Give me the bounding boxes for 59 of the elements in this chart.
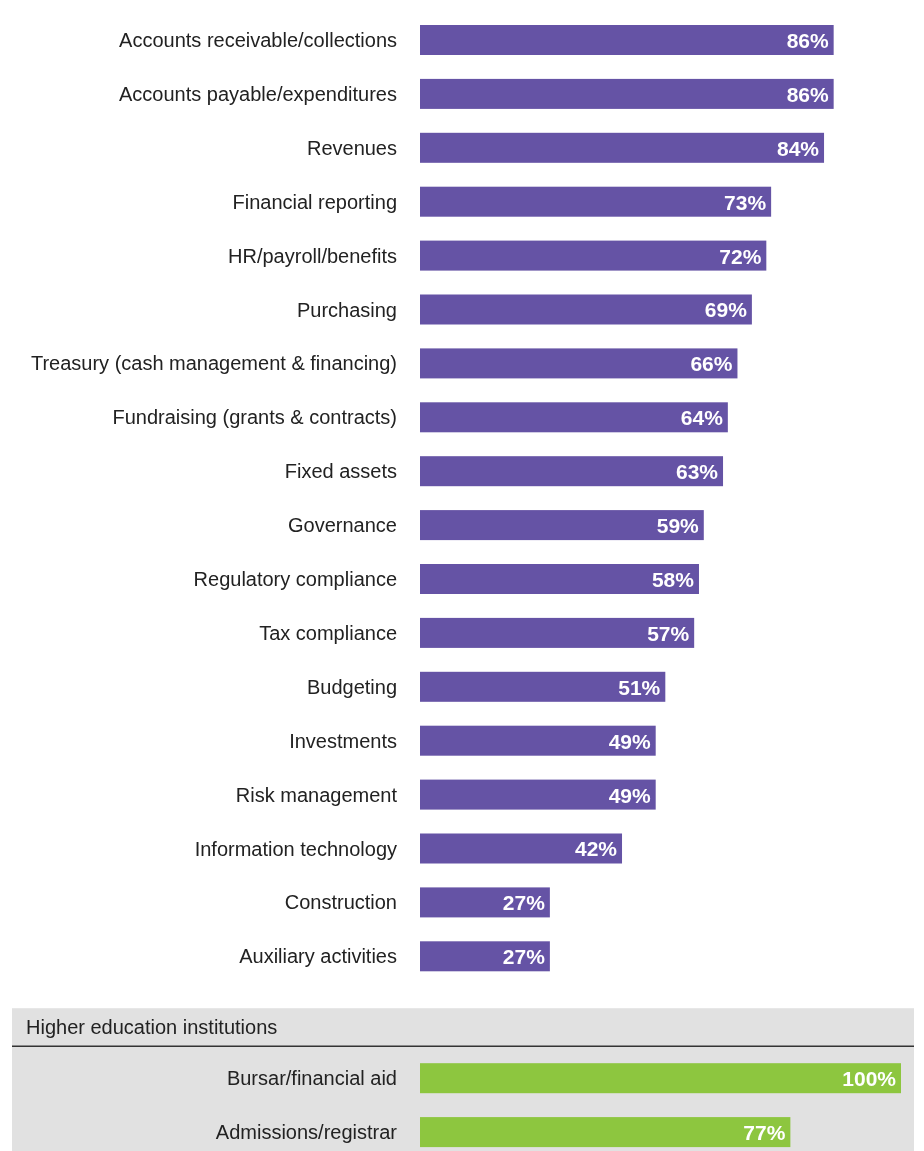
- bar: [420, 240, 767, 271]
- data-label: 69%: [704, 298, 748, 322]
- bar: [420, 456, 724, 487]
- bar: [420, 25, 834, 55]
- y-tick-label: Auxiliary activities: [239, 945, 397, 968]
- bar: [420, 887, 550, 918]
- y-tick-label: Information technology: [194, 837, 397, 860]
- data-label: 72%: [719, 244, 762, 268]
- y-tick-label: Investments: [289, 729, 397, 752]
- y-tick-label: Treasury (cash management & financing): [30, 352, 397, 375]
- y-tick-label: Construction: [284, 891, 397, 914]
- data-label: 63%: [676, 460, 719, 484]
- bar: [420, 833, 623, 864]
- bar: [420, 402, 728, 433]
- bar: [420, 564, 699, 594]
- data-label: 77%: [743, 1121, 786, 1145]
- data-label: 66%: [690, 352, 733, 376]
- y-tick-label: Revenues: [306, 136, 397, 159]
- data-label: 57%: [647, 621, 690, 645]
- y-tick-label: Tax compliance: [259, 621, 397, 644]
- data-label: 59%: [656, 514, 700, 538]
- y-tick-label: Accounts payable/expenditures: [119, 82, 397, 105]
- bar: [420, 186, 772, 217]
- bar: [420, 617, 695, 648]
- y-tick-label: HR/payroll/benefits: [228, 244, 397, 267]
- bar: [420, 294, 752, 325]
- y-tick-label: Purchasing: [296, 298, 397, 321]
- data-label: 86%: [786, 82, 829, 106]
- bar: [420, 78, 834, 109]
- bar: [420, 132, 825, 163]
- data-label: 100%: [842, 1067, 897, 1091]
- data-label: 51%: [618, 675, 661, 699]
- y-tick-label: Governance: [288, 514, 397, 537]
- data-label: 49%: [608, 783, 652, 807]
- bar: [420, 510, 704, 541]
- y-tick-label: Fixed assets: [284, 460, 397, 483]
- data-label: 86%: [786, 28, 829, 52]
- y-tick-label: Financial reporting: [232, 190, 397, 213]
- y-tick-label: Accounts receivable/collections: [119, 29, 397, 51]
- bar: [420, 671, 666, 702]
- bar: [420, 779, 656, 810]
- y-tick-label: Admissions/registrar: [215, 1121, 398, 1144]
- data-label: 27%: [502, 891, 546, 915]
- bar: [420, 941, 550, 972]
- data-label: 42%: [574, 837, 618, 861]
- data-label: 84%: [777, 136, 820, 160]
- y-tick-label: Fundraising (grants & contracts): [112, 406, 397, 429]
- y-tick-label: Regulatory compliance: [193, 568, 397, 590]
- data-label: 73%: [724, 190, 767, 214]
- data-label: 64%: [680, 406, 724, 430]
- data-label: 27%: [502, 945, 546, 969]
- bar: [420, 348, 738, 379]
- data-label: 49%: [608, 729, 652, 753]
- y-tick-label: Budgeting: [306, 675, 397, 698]
- text: Higher education institutions: [26, 1016, 278, 1039]
- data-label: 58%: [651, 567, 695, 591]
- y-tick-label: Bursar/financial aid: [226, 1067, 397, 1090]
- bar: [420, 725, 656, 756]
- y-tick-label: Risk management: [235, 783, 398, 806]
